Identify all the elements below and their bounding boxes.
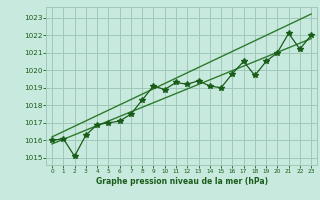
X-axis label: Graphe pression niveau de la mer (hPa): Graphe pression niveau de la mer (hPa) [96, 177, 268, 186]
